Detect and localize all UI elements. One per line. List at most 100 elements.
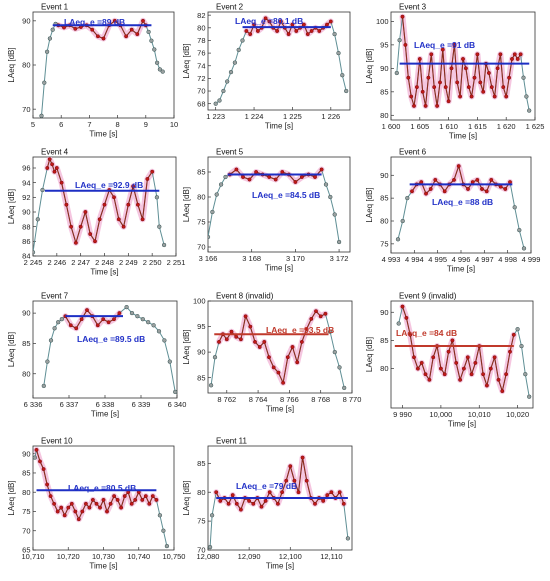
data-point xyxy=(299,175,304,179)
data-point xyxy=(209,513,215,518)
data-point xyxy=(83,501,88,506)
x-tick-label: 2 247 xyxy=(71,258,90,267)
data-point xyxy=(90,27,95,32)
data-point xyxy=(212,355,218,360)
mean-level-label: LAeq_e =79 dB xyxy=(236,481,297,491)
chart-panel: Event 11 70 75 80 85 12,080 12,090 12,100 12,110… xyxy=(182,437,353,571)
x-tick-label: 8 xyxy=(116,120,120,129)
y-axis-label: LAeq [dB] xyxy=(365,187,374,222)
plot-frame xyxy=(32,11,175,119)
y-tick-label: 80 xyxy=(380,111,388,120)
data-point xyxy=(112,18,117,23)
data-point xyxy=(515,327,520,332)
data-point xyxy=(40,187,45,193)
data-point xyxy=(241,175,245,179)
data-point xyxy=(406,75,411,80)
x-tick-label: 10,710 xyxy=(22,552,45,561)
data-point xyxy=(296,490,301,495)
data-point xyxy=(45,166,50,170)
x-tick-label: 2 251 xyxy=(167,258,186,267)
x-tick-label: 12,080 xyxy=(197,552,220,561)
data-point xyxy=(458,377,463,382)
chart-title: Event 4 xyxy=(41,148,69,157)
x-tick-label: 12,100 xyxy=(279,552,302,561)
data-point xyxy=(33,250,36,255)
data-point xyxy=(319,167,324,172)
data-point xyxy=(218,498,223,503)
data-point xyxy=(481,89,486,94)
data-point xyxy=(87,505,92,510)
x-tick-label: 4 999 xyxy=(522,255,541,264)
data-point xyxy=(95,323,100,328)
data-point xyxy=(295,360,300,365)
data-point xyxy=(278,19,283,24)
data-point xyxy=(62,513,67,518)
data-point xyxy=(248,324,253,329)
data-point xyxy=(463,66,468,71)
data-point xyxy=(251,501,256,506)
x-tick-label: 3 170 xyxy=(286,254,305,263)
data-point xyxy=(309,316,314,321)
y-tick-label: 85 xyxy=(380,336,388,345)
data-point xyxy=(229,329,234,334)
mean-level-label: LAeq_e =88 dB xyxy=(432,197,493,207)
data-point xyxy=(124,34,129,39)
data-point xyxy=(394,70,399,76)
data-point xyxy=(263,498,268,503)
data-point xyxy=(424,191,428,196)
data-point xyxy=(221,88,226,94)
data-point xyxy=(466,187,470,191)
data-point xyxy=(400,14,405,19)
x-tick-label: 8 770 xyxy=(343,395,362,404)
data-point xyxy=(449,66,454,71)
x-tick-label: 1 224 xyxy=(245,112,264,121)
y-tick-label: 90 xyxy=(22,449,30,458)
chart-panel: Event 10 65 70 75 80 85 90 10,710 10,720 10,730 10… xyxy=(7,437,185,571)
data-point xyxy=(500,389,505,394)
data-point xyxy=(133,497,138,502)
data-point xyxy=(337,490,342,495)
plot-area xyxy=(41,304,177,395)
data-point xyxy=(147,501,152,506)
data-point xyxy=(217,98,222,103)
y-tick-label: 86 xyxy=(22,237,30,246)
y-tick-label: 75 xyxy=(197,517,205,526)
data-point xyxy=(267,19,272,24)
data-point xyxy=(66,505,71,510)
data-point xyxy=(149,38,154,43)
data-point xyxy=(280,170,285,174)
x-tick-label: 5 xyxy=(31,120,35,129)
y-tick-label: 85 xyxy=(197,373,205,382)
plot-area xyxy=(395,163,527,251)
x-tick-label: 3 172 xyxy=(330,254,349,263)
data-point xyxy=(507,75,512,80)
data-point xyxy=(405,195,410,201)
data-point xyxy=(332,31,337,37)
data-point xyxy=(48,494,53,499)
data-point xyxy=(154,60,160,65)
data-point xyxy=(454,360,459,365)
x-tick-label: 10,730 xyxy=(92,552,115,561)
data-point xyxy=(255,29,260,33)
x-tick-label: 10,020 xyxy=(506,410,529,419)
data-point xyxy=(276,370,281,375)
x-tick-label: 9 xyxy=(144,120,148,129)
data-point xyxy=(284,478,289,483)
data-point xyxy=(78,224,83,229)
data-point xyxy=(90,497,95,502)
data-point xyxy=(135,314,140,319)
y-tick-label: 82 xyxy=(197,11,205,20)
data-point xyxy=(119,505,124,510)
data-point xyxy=(52,501,57,506)
data-point xyxy=(314,309,318,314)
data-point xyxy=(259,504,264,509)
data-point xyxy=(254,170,259,174)
data-point xyxy=(101,36,106,41)
data-point xyxy=(429,52,434,57)
data-point xyxy=(162,338,167,343)
data-point xyxy=(313,175,317,179)
data-point xyxy=(523,372,528,377)
data-point xyxy=(97,217,102,222)
y-axis-label: LAeq [dB] xyxy=(365,337,374,372)
x-axis-label: Time [s] xyxy=(265,122,293,131)
